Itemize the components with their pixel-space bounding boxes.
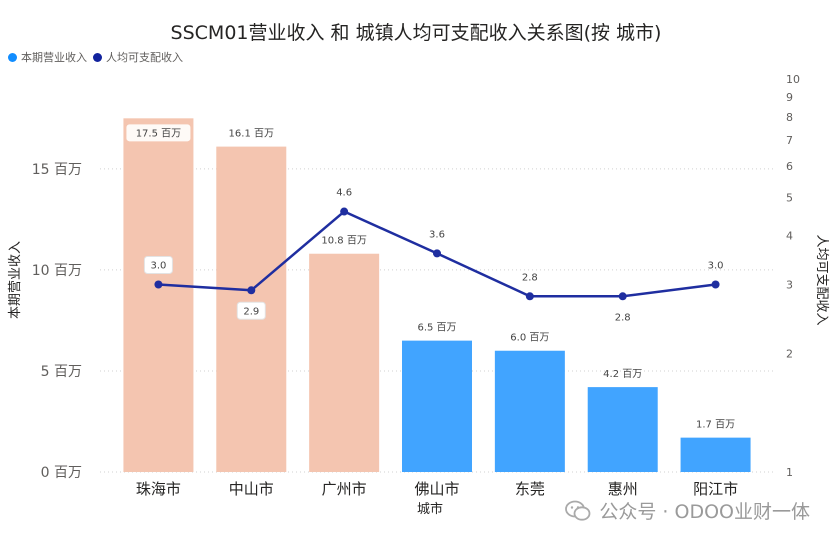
x-tick-label: 广州市: [322, 480, 367, 498]
y2-tick-label: 5: [786, 191, 793, 204]
legend-item-revenue[interactable]: 本期营业收入: [8, 49, 87, 65]
line-point: [340, 207, 349, 216]
line-data-label: 4.6: [336, 188, 352, 199]
wechat-icon: [565, 500, 591, 521]
line-data-label: 2.9: [243, 306, 259, 317]
bar-data-label: 1.7 百万: [696, 419, 735, 431]
line-data-label: 3.6: [429, 229, 445, 240]
line-point: [433, 249, 441, 258]
y-tick-label: 15 百万: [32, 162, 82, 178]
line-data-label: 3.0: [150, 260, 166, 271]
y-tick-label: 0 百万: [41, 465, 82, 481]
x-tick-label: 惠州: [608, 480, 638, 498]
bar: [123, 118, 194, 472]
y2-tick-label: 8: [786, 111, 793, 124]
bar-data-label: 16.1 百万: [229, 128, 274, 140]
y2-tick-label: 7: [786, 134, 793, 147]
line-point: [154, 280, 163, 289]
line-data-label: 3.0: [708, 260, 724, 271]
bar-data-label: 10.8 百万: [321, 235, 366, 247]
line-point: [711, 280, 720, 289]
x-tick-label: 东莞: [515, 480, 545, 498]
bar: [494, 350, 565, 472]
x-tick-label: 阳江市: [693, 480, 738, 498]
y2-tick-label: 1: [786, 466, 793, 479]
legend-marker-income: [93, 52, 102, 62]
line-label-bg: [236, 301, 266, 320]
x-tick-label: 中山市: [229, 480, 274, 498]
bar-data-label: 4.2 百万: [603, 368, 642, 380]
legend-item-income[interactable]: 人均可支配收入: [93, 49, 183, 65]
y2-tick-label: 3: [786, 278, 793, 291]
y-tick-label: 10 百万: [32, 263, 82, 279]
legend-label-revenue: 本期营业收入: [21, 51, 87, 64]
y2-axis-title: 人均可支配收入: [814, 234, 829, 325]
legend: 本期营业收入 人均可支配收入: [8, 49, 183, 65]
y2-tick-label: 2: [786, 348, 793, 361]
bar: [402, 340, 472, 472]
x-tick-label: 佛山市: [414, 480, 459, 498]
data-label-bg: [126, 124, 191, 142]
line-point: [618, 292, 627, 301]
line-point: [247, 286, 256, 295]
y2-tick-label: 9: [786, 91, 793, 104]
bar-data-label: 6.0 百万: [510, 332, 549, 344]
line-data-label: 2.8: [615, 312, 631, 323]
bar-data-label: 6.5 百万: [417, 322, 456, 334]
x-tick-label: 珠海市: [136, 480, 181, 498]
line-data-label: 2.8: [522, 272, 538, 283]
y2-tick-label: 10: [786, 73, 800, 86]
legend-label-income: 人均可支配收入: [106, 51, 183, 64]
bar-data-label: 17.5 百万: [136, 127, 181, 139]
watermark: 公众号 · ODOO业财一体: [565, 497, 810, 524]
chart-title: SSCM01营业收入 和 城镇人均可支配收入关系图(按 城市): [170, 22, 662, 44]
watermark-text: 公众号 · ODOO业财一体: [599, 501, 810, 523]
x-axis-title: 城市: [417, 501, 443, 517]
line-point: [525, 292, 534, 301]
line-label-bg: [143, 255, 173, 274]
legend-marker-revenue: [8, 52, 17, 62]
y2-tick-label: 6: [786, 160, 793, 173]
bar: [587, 387, 658, 472]
bar: [309, 253, 380, 472]
y-tick-label: 5 百万: [41, 364, 82, 380]
y2-tick-label: 4: [786, 229, 793, 242]
y-axis-title: 本期营业收入: [8, 241, 23, 319]
bar: [680, 437, 751, 472]
